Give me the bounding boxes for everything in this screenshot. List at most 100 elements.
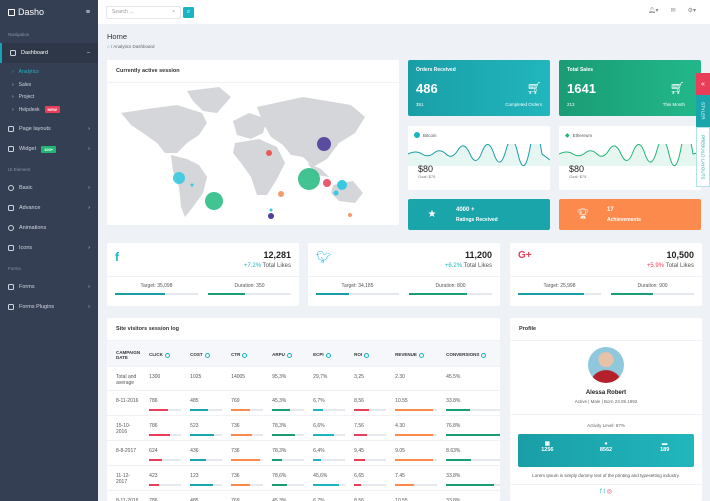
label: Forms bbox=[19, 284, 35, 290]
google-plus-card: G+ 10,500 +5.9% Total Likes Target: 25,998… bbox=[510, 243, 702, 306]
col-ctr[interactable]: CTR bbox=[222, 341, 264, 367]
table-cell: 6,6% bbox=[304, 415, 346, 441]
info-icon[interactable] bbox=[204, 352, 210, 358]
tab-label: PREBUILD LAYOUTS bbox=[700, 134, 706, 180]
sidebar-item-page-layouts[interactable]: Page layouts › bbox=[0, 119, 98, 139]
avatar[interactable] bbox=[588, 347, 624, 383]
sidebar-item-icons[interactable]: Icons › bbox=[0, 238, 98, 258]
instagram-icon[interactable]: ◎ bbox=[606, 489, 612, 495]
table-row[interactable]: Total and average 1300 1025 14005 95,3% 29,7%… bbox=[107, 366, 500, 391]
twitter-icon[interactable]: t bbox=[603, 489, 606, 495]
home-icon[interactable]: ⌂ bbox=[107, 44, 110, 49]
sidebar-item-helpdesk[interactable]: › Helpdesk NEW bbox=[0, 104, 98, 117]
sidebar-item-advance[interactable]: Advance › bbox=[0, 198, 98, 218]
mail-icon[interactable]: ✉ bbox=[670, 8, 676, 14]
stat-value: 8562 bbox=[599, 447, 613, 453]
label: Project bbox=[18, 94, 35, 101]
notification-icon[interactable]: 🔔︎▾ bbox=[647, 8, 659, 14]
info-icon[interactable] bbox=[364, 352, 370, 358]
coin-price: $80 bbox=[569, 164, 585, 174]
card-title: Profile bbox=[510, 318, 702, 341]
dashboard-icon bbox=[10, 50, 16, 56]
ethereum-sparkline bbox=[559, 144, 701, 166]
clear-icon[interactable]: × bbox=[172, 9, 175, 15]
prebuild-layouts-tab[interactable]: PREBUILD LAYOUTS bbox=[696, 127, 710, 187]
table-cell: 736 bbox=[222, 415, 264, 441]
achievements-label: Achievements bbox=[607, 216, 641, 223]
change: +6.2% bbox=[444, 263, 463, 269]
sidebar-item-basic[interactable]: Basic › bbox=[0, 178, 98, 198]
table-cell: 769 bbox=[222, 390, 264, 416]
col-roi[interactable]: ROI bbox=[345, 341, 387, 367]
table-cell: 436 bbox=[181, 440, 223, 466]
sidebar-item-analytics[interactable]: › Analytics bbox=[12, 69, 39, 76]
profile-stats: ▦ 1256 ● 8562 ▬ 189 bbox=[518, 434, 694, 467]
table-cell: 6,4% bbox=[304, 440, 346, 466]
chevron-right-icon: › bbox=[88, 245, 90, 251]
coin-name: Bitcoin bbox=[423, 132, 437, 138]
table-cell: 736 bbox=[222, 440, 264, 466]
col-ecpi[interactable]: ECPI bbox=[304, 341, 346, 367]
col-revenue[interactable]: REVENUE bbox=[386, 341, 438, 367]
duration: Duration: 800 bbox=[435, 283, 466, 289]
sidebar-item-dashboard[interactable]: Dashboard – bbox=[0, 43, 98, 63]
info-icon[interactable] bbox=[286, 352, 292, 358]
sidebar-item-forms[interactable]: Forms › bbox=[0, 277, 98, 297]
table-cell: 523 bbox=[181, 415, 223, 441]
table-cell: 78,3% bbox=[263, 440, 305, 466]
page-title: Home bbox=[107, 32, 128, 41]
table-row[interactable]: 8-11-2016 786 485 769 45,3% 6,7% 8,56 10.55 33.8… bbox=[107, 490, 500, 501]
menu-toggle-icon[interactable]: ≡ bbox=[85, 8, 90, 16]
table-row[interactable]: 11-12-2017 423 123 736 78,6% 45,6% 6,65 7.45 33.… bbox=[107, 465, 500, 491]
sidebar-item-sales[interactable]: › Sales bbox=[12, 81, 32, 88]
target: Target: 34,185 bbox=[341, 283, 374, 289]
col-conversions[interactable]: CONVERSIONS bbox=[437, 341, 500, 367]
info-icon[interactable] bbox=[418, 352, 424, 358]
bitcoin-icon bbox=[414, 132, 420, 138]
table-cell: 95,3% bbox=[263, 366, 305, 391]
brand-name: Dasho bbox=[18, 7, 45, 17]
table-row[interactable]: 8-8-2017 624 436 736 78,3% 6,4% 9,45 9.05 8.63% bbox=[107, 440, 500, 466]
target: Target: 25,998 bbox=[543, 283, 576, 289]
label: Total Likes bbox=[665, 263, 694, 269]
sidebar-item-forms-plugins[interactable]: Forms Plugins › bbox=[0, 297, 98, 317]
coin-name: Ethereum bbox=[572, 133, 593, 138]
col-arpu[interactable]: ARPU bbox=[263, 341, 305, 367]
coin-price: $80 bbox=[418, 164, 434, 174]
sidebar-item-widget[interactable]: Widget 100+ › bbox=[0, 139, 98, 159]
col-cost[interactable]: COST bbox=[181, 341, 223, 367]
form-icon bbox=[8, 284, 14, 290]
chevron-right-icon: › bbox=[88, 205, 90, 211]
info-icon[interactable] bbox=[325, 352, 331, 358]
styler-tab[interactable]: STYLER bbox=[696, 95, 710, 127]
card-title: Site visitors session log bbox=[107, 318, 500, 341]
cart-icon: 🛒︎ bbox=[526, 80, 542, 95]
info-icon[interactable] bbox=[242, 352, 248, 358]
info-icon[interactable] bbox=[481, 352, 487, 358]
orders-received-card: Orders Received 486 🛒︎ 351 Completed Order… bbox=[408, 60, 550, 116]
chevron-right-icon: › bbox=[88, 284, 90, 290]
info-icon[interactable] bbox=[164, 352, 170, 358]
topbar: Search ... × ⌕ 🔔︎▾ ✉ ⚙▾ bbox=[98, 0, 710, 24]
sidebar-item-project[interactable]: › Project bbox=[12, 94, 35, 101]
settings-icon[interactable]: ⚙▾ bbox=[687, 8, 696, 14]
table-cell: 8-8-2017 bbox=[107, 440, 141, 466]
table-row[interactable]: 15-10-2016 786 523 736 78,3% 6,6% 7,56 4.30 76.8… bbox=[107, 415, 500, 441]
col-campaign-date[interactable]: CAMPAIGN DATE bbox=[107, 341, 141, 367]
google-plus-icon: G+ bbox=[518, 250, 532, 261]
sidebar-item-animations[interactable]: Animations bbox=[0, 218, 98, 238]
change: +7.2% bbox=[243, 263, 262, 269]
table-cell: 8,56 bbox=[345, 390, 387, 416]
label: Analytics bbox=[18, 69, 39, 76]
facebook-icon[interactable]: f bbox=[600, 489, 602, 495]
table-cell: 33.8% bbox=[437, 490, 500, 501]
world-map[interactable] bbox=[107, 83, 399, 228]
close-panel-button[interactable]: « bbox=[696, 73, 710, 95]
search-button[interactable]: ⌕ bbox=[183, 6, 194, 18]
widget-icon bbox=[8, 146, 14, 152]
table-cell: 10.55 bbox=[386, 390, 438, 416]
table-cell: 11-12-2017 bbox=[107, 465, 141, 491]
search-input[interactable]: Search ... × bbox=[106, 5, 181, 19]
col-click[interactable]: CLICK bbox=[140, 341, 182, 367]
table-row[interactable]: 8-11-2016 786 485 769 45,3% 6,7% 8,56 10.55 33.8… bbox=[107, 390, 500, 416]
